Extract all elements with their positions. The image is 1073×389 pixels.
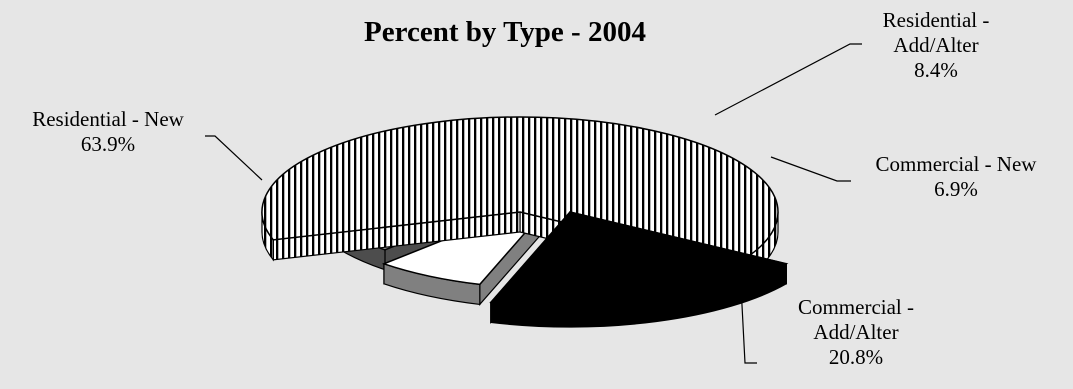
slice-label-line: Commercial - New xyxy=(876,152,1038,176)
slice-label-line: Residential - xyxy=(883,8,990,32)
slice-label: Commercial -Add/Alter 20.8% xyxy=(798,295,914,369)
slice-top xyxy=(261,116,779,265)
pie-slice xyxy=(489,210,789,328)
chart-title: Percent by Type - 2004 xyxy=(364,16,646,48)
slice-label-line: 63.9% xyxy=(81,132,135,156)
slice-label-line: 8.4% xyxy=(914,58,958,82)
slice-label-line: Residential - New xyxy=(32,107,184,131)
slice-label: Residential - New 63.9% xyxy=(32,107,184,156)
leader-line xyxy=(714,43,862,116)
slice-labels: Residential - New 63.9%Residential -Add/A… xyxy=(32,8,1037,369)
pie-slices xyxy=(261,116,789,328)
slice-label-line: Add/Alter xyxy=(813,320,898,344)
leader-line xyxy=(740,285,757,364)
leader-line xyxy=(770,156,851,182)
leader-lines xyxy=(205,43,862,364)
leader-line xyxy=(205,135,263,181)
slice-label-line: 20.8% xyxy=(829,345,883,369)
slice-label: Commercial - New 6.9% xyxy=(876,152,1038,201)
slice-label: Residential -Add/Alter 8.4% xyxy=(883,8,990,82)
slice-label-line: 6.9% xyxy=(934,177,978,201)
slice-label-line: Commercial - xyxy=(798,295,914,319)
slice-top xyxy=(489,211,789,308)
slice-label-line: Add/Alter xyxy=(893,33,978,57)
